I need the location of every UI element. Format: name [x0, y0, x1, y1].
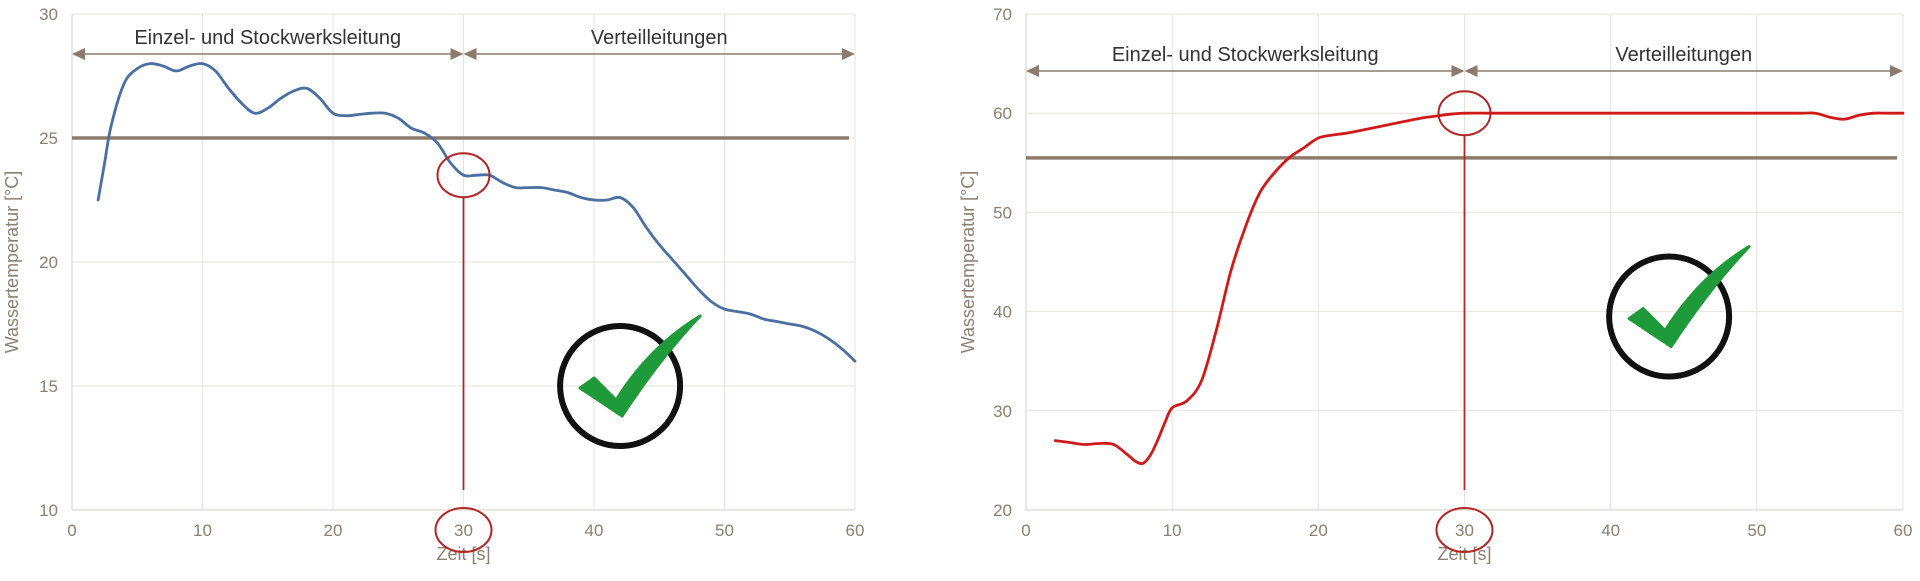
left-marker-circle	[436, 152, 491, 199]
left-x-tick-label: 30	[454, 521, 473, 540]
right-x-tick-label: 30	[1455, 521, 1474, 540]
right-y-tick-label: 50	[993, 203, 1012, 222]
right-section-arrowhead-left	[1464, 65, 1478, 77]
right-x-tick-label: 10	[1163, 521, 1182, 540]
right-x-tick-label: 20	[1309, 521, 1328, 540]
left-tick-highlight-circle	[434, 507, 493, 553]
left-x-tick-label: 50	[715, 521, 734, 540]
right-y-tick-label: 60	[993, 104, 1012, 123]
left-y-tick-label: 15	[39, 377, 58, 396]
left-section-arrowhead-right	[842, 48, 855, 60]
right-x-tick-label: 0	[1021, 521, 1030, 540]
right-marker-circle	[1437, 90, 1492, 137]
right-x-tick-label: 40	[1601, 521, 1620, 540]
left-y-tick-label: 10	[39, 501, 58, 520]
left-y-axis-title: Wassertemperatur [°C]	[2, 171, 22, 354]
right-y-tick-label: 40	[993, 303, 1012, 322]
right-section-label: Verteilleitungen	[1615, 44, 1752, 66]
right-tick-highlight-circle	[1435, 507, 1494, 553]
right-y-axis-title: Wassertemperatur [°C]	[960, 171, 978, 354]
left-section-label: Einzel- und Stockwerksleitung	[134, 27, 401, 49]
left-y-tick-label: 20	[39, 253, 58, 272]
left-x-tick-label: 40	[585, 521, 604, 540]
right-section-arrowhead-left	[1026, 65, 1039, 77]
right-y-tick-label: 30	[993, 402, 1012, 421]
left-check-circle	[557, 323, 684, 449]
right-section-label: Einzel- und Stockwerksleitung	[1112, 44, 1379, 66]
right-check-icon	[1627, 245, 1751, 349]
left-y-tick-label: 30	[39, 5, 58, 24]
left-x-tick-label: 0	[67, 521, 76, 540]
left-check-icon	[578, 314, 702, 418]
left-x-tick-label: 20	[324, 521, 343, 540]
right-x-tick-label: 50	[1747, 521, 1766, 540]
left-y-tick-label: 25	[39, 129, 58, 148]
right-x-tick-label: 60	[1894, 521, 1913, 540]
right-series-line	[1053, 111, 1905, 466]
left-section-label: Verteilleitungen	[591, 27, 728, 49]
left-x-tick-label: 10	[193, 521, 212, 540]
right-check-circle	[1606, 253, 1733, 380]
right-section-arrowhead-right	[1890, 65, 1903, 77]
right-y-tick-label: 70	[993, 5, 1012, 24]
left-series-line	[96, 62, 857, 363]
right-section-arrowhead-right	[1451, 65, 1465, 77]
left-section-arrowhead-left	[72, 48, 85, 60]
left-x-tick-label: 60	[846, 521, 865, 540]
left-section-arrowhead-right	[450, 48, 464, 60]
left-section-arrowhead-left	[463, 48, 477, 60]
right-y-tick-label: 20	[993, 501, 1012, 520]
